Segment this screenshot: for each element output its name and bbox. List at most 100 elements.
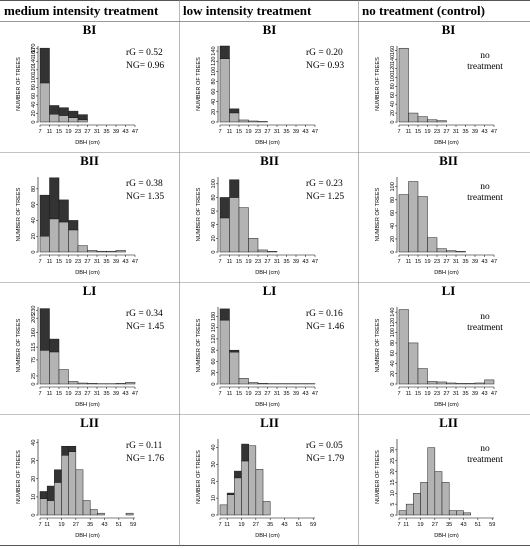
- x-tick-label: 35: [446, 522, 452, 528]
- x-tick-label: 15: [56, 129, 62, 135]
- bar-retained-35-39: [89, 509, 98, 516]
- bar-retained-23-27: [68, 451, 77, 516]
- y-tick-label: 115: [31, 343, 37, 352]
- y-axis-label: NUMBER OF TREES: [196, 187, 202, 241]
- y-tick-label: 180: [211, 312, 217, 321]
- x-tick-label: 43: [481, 129, 487, 135]
- x-tick-label: 39: [472, 129, 478, 135]
- x-tick-label: 31: [274, 391, 280, 397]
- column-title-medium: medium intensity treatment: [4, 3, 159, 18]
- y-tick-label: 205: [31, 314, 37, 323]
- x-tick-label: 23: [75, 391, 81, 397]
- x-tick-label: 35: [87, 522, 93, 528]
- x-tick-label: 27: [443, 391, 449, 397]
- bar-retained-19-23: [420, 482, 428, 516]
- panel-title: LII: [260, 415, 279, 430]
- x-tick-label: 43: [101, 522, 107, 528]
- y-axis-label: NUMBER OF TREES: [16, 318, 22, 372]
- y-tick-label: 120: [31, 65, 37, 74]
- bar-retained-23-27: [436, 120, 447, 123]
- x-tick-label: 47: [491, 391, 497, 397]
- y-tick-label: 120: [211, 57, 217, 66]
- bar-retained-43-47: [125, 382, 136, 385]
- bar-retained-15-19: [234, 477, 242, 516]
- x-axis-label: DBH (cm): [434, 270, 459, 276]
- x-tick-label: 15: [415, 391, 421, 397]
- x-tick-label: 7: [38, 259, 41, 265]
- bar-harvested-11-15: [229, 179, 240, 198]
- y-tick-label: 60: [31, 93, 37, 99]
- y-tick-label: 40: [390, 223, 396, 229]
- y-tick-label: 100: [390, 328, 396, 337]
- x-axis-label: DBH (cm): [434, 402, 459, 408]
- x-tick-label: 27: [432, 522, 438, 528]
- panel-title: BI: [263, 22, 277, 37]
- x-tick-label: 31: [453, 129, 459, 135]
- y-tick-label: 80: [211, 194, 217, 200]
- x-tick-label: 15: [415, 129, 421, 135]
- bar-retained-39-43: [97, 512, 105, 516]
- x-tick-label: 47: [491, 129, 497, 135]
- y-tick-label: 40: [31, 102, 37, 108]
- x-tick-label: 23: [255, 259, 261, 265]
- NG-value: NG= 1.35: [126, 192, 164, 202]
- y-tick-label: 30: [211, 370, 217, 376]
- bar-harvested-11-15: [49, 338, 60, 353]
- bar-retained-11-15: [405, 503, 414, 516]
- y-tick-label: 5: [390, 503, 396, 506]
- bar-retained-23-27: [77, 245, 88, 253]
- y-tick-label: 100: [211, 179, 217, 188]
- x-tick-label: 11: [406, 259, 412, 265]
- y-tick-label: 0: [211, 382, 217, 385]
- y-tick-label: 30: [390, 447, 396, 453]
- bar-retained-39-43: [115, 383, 126, 385]
- x-tick-label: 27: [443, 259, 449, 265]
- x-axis-label: DBH (cm): [75, 533, 100, 539]
- no-treatment-note: no: [480, 182, 490, 192]
- x-tick-label: 11: [47, 129, 53, 135]
- bar-retained-27-31: [75, 469, 84, 516]
- bar-harvested-11-15: [229, 108, 240, 114]
- x-tick-label: 23: [75, 129, 81, 135]
- x-tick-label: 7: [218, 259, 221, 265]
- panel-title: LI: [442, 283, 456, 298]
- x-tick-label: 27: [73, 522, 79, 528]
- bar-retained-7-11: [219, 58, 230, 123]
- y-tick-label: 170: [31, 43, 37, 52]
- bar-retained-19-23: [427, 237, 438, 253]
- y-tick-label: 20: [390, 110, 396, 116]
- y-tick-label: 0: [31, 120, 37, 123]
- y-axis-label: NUMBER OF TREES: [16, 57, 22, 111]
- y-tick-label: 100: [390, 182, 396, 191]
- NG-value: NG= 1.79: [306, 454, 344, 464]
- y-tick-label: 60: [31, 202, 37, 208]
- x-tick-label: 27: [264, 129, 270, 135]
- bar-harvested-7-11: [39, 308, 50, 351]
- bar-retained-19-23: [248, 382, 259, 385]
- bar-harvested-7-11: [39, 194, 50, 237]
- x-tick-label: 39: [472, 391, 478, 397]
- y-tick-label: 60: [390, 210, 396, 216]
- bar-retained-23-27: [77, 382, 88, 385]
- no-treatment-note: no: [480, 312, 490, 322]
- x-tick-label: 51: [475, 522, 481, 528]
- y-tick-label: 20: [390, 236, 396, 242]
- bar-retained-7-11: [219, 504, 228, 516]
- y-tick-label: 0: [211, 513, 217, 516]
- y-tick-label: 40: [390, 360, 396, 366]
- x-tick-label: 39: [293, 391, 299, 397]
- x-tick-label: 35: [462, 129, 468, 135]
- bar-retained-15-19: [58, 221, 69, 253]
- x-tick-label: 19: [245, 391, 251, 397]
- x-axis-label: DBH (cm): [75, 140, 100, 146]
- x-tick-label: 35: [283, 391, 289, 397]
- bar-retained-19-23: [241, 460, 249, 516]
- y-tick-label: 20: [31, 476, 37, 482]
- x-tick-label: 15: [415, 259, 421, 265]
- column-title-control: no treatment (control): [362, 3, 485, 18]
- x-tick-label: 35: [283, 129, 289, 135]
- x-tick-label: 11: [47, 259, 53, 265]
- y-tick-label: 80: [390, 197, 396, 203]
- bar-retained-15-19: [58, 115, 69, 123]
